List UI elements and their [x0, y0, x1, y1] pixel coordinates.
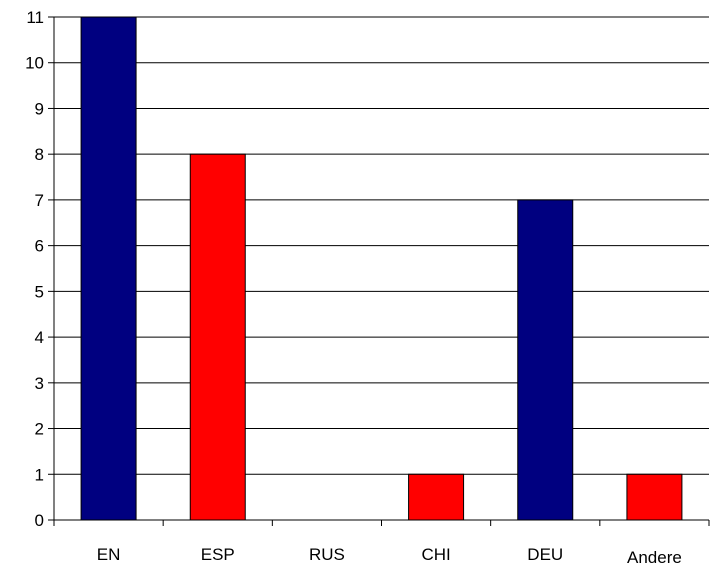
y-tick-label: 1 [35, 465, 44, 484]
y-tick-label: 0 [35, 511, 44, 530]
axes [48, 16, 710, 526]
bar-esp [189, 153, 246, 521]
y-tick-labels: 0 1 2 3 4 5 6 7 8 9 10 11 [25, 8, 44, 530]
x-tick-label: EN [97, 545, 121, 564]
y-tick-label: 11 [26, 8, 44, 27]
x-tick-label: DEU [527, 545, 563, 564]
y-tick-label: 2 [35, 420, 44, 439]
y-tick-label: 5 [35, 282, 44, 301]
y-tick-label: 7 [35, 191, 44, 210]
x-tick-label: ESP [201, 545, 235, 564]
y-tick-label: 9 [35, 99, 44, 118]
y-tick-label: 8 [35, 145, 44, 164]
bar-en [80, 16, 137, 521]
x-tick-label: Andere [627, 548, 682, 567]
y-tick-label: 6 [35, 237, 44, 256]
bars [80, 16, 683, 521]
x-tick-labels: EN ESP RUS CHI DEU Andere [97, 545, 682, 567]
x-tick-label: RUS [309, 545, 345, 564]
grid-lines [54, 16, 709, 475]
y-tick-label: 3 [35, 374, 44, 393]
bar-deu [517, 199, 574, 521]
y-tick-label: 10 [25, 54, 44, 73]
bar-chi [408, 473, 465, 521]
bar-andere [626, 473, 683, 521]
y-tick-label: 4 [35, 328, 44, 347]
x-tick-label: CHI [421, 545, 450, 564]
